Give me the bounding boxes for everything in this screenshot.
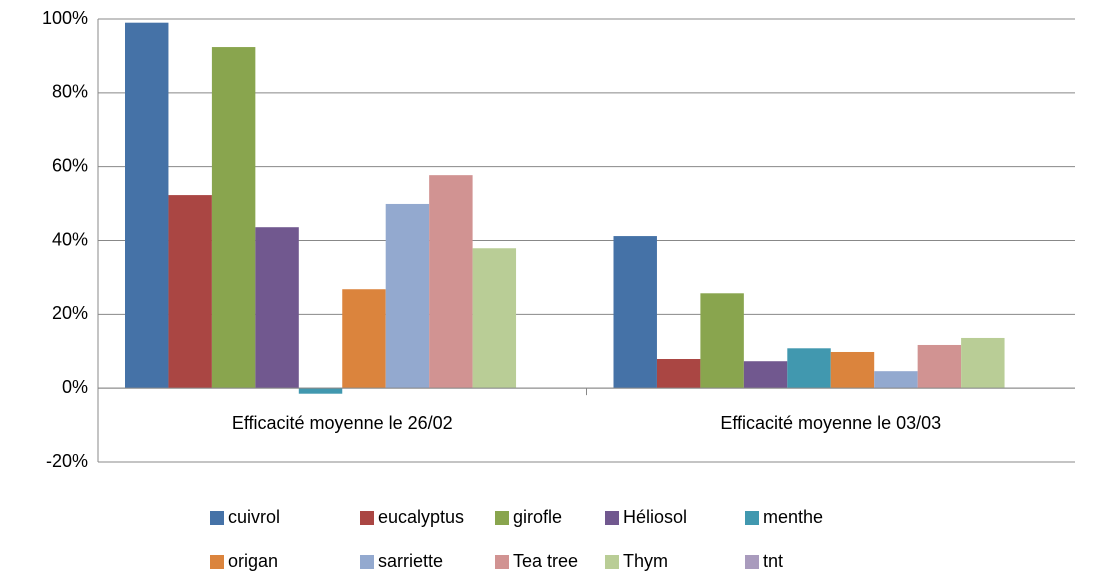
- y-tick-label: 80%: [52, 82, 88, 102]
- bar: [298, 388, 343, 394]
- bar: [255, 227, 299, 389]
- bar: [743, 361, 788, 389]
- bar: [700, 293, 744, 389]
- bar: [429, 175, 473, 389]
- bar: [211, 47, 256, 389]
- legend-swatch: [360, 511, 374, 525]
- bar: [830, 351, 875, 389]
- legend-swatch: [360, 555, 374, 569]
- legend-label: cuivrol: [228, 507, 280, 527]
- legend-swatch: [745, 555, 759, 569]
- legend-swatch: [495, 511, 509, 525]
- legend-label: girofle: [513, 507, 562, 527]
- legend-swatch: [210, 555, 224, 569]
- legend-swatch: [495, 555, 509, 569]
- bar: [961, 337, 1005, 389]
- bar: [125, 22, 169, 389]
- x-tick-label: Efficacité moyenne le 03/03: [720, 413, 941, 433]
- bar: [472, 248, 517, 389]
- legend-label: sarriette: [378, 551, 443, 571]
- bar: [385, 203, 430, 389]
- bar: [874, 371, 918, 389]
- legend-swatch: [605, 511, 619, 525]
- bar: [342, 289, 386, 389]
- legend-label: menthe: [763, 507, 823, 527]
- legend-label: eucalyptus: [378, 507, 464, 527]
- legend-label: Héliosol: [623, 507, 687, 527]
- legend-swatch: [210, 511, 224, 525]
- legend-label: Thym: [623, 551, 668, 571]
- y-tick-label: 0%: [62, 377, 88, 397]
- y-tick-label: -20%: [46, 451, 88, 471]
- y-tick-label: 40%: [52, 229, 88, 249]
- legend-swatch: [605, 555, 619, 569]
- bar: [168, 195, 212, 389]
- bar: [787, 348, 831, 389]
- y-tick-label: 100%: [42, 8, 88, 28]
- legend-label: tnt: [763, 551, 783, 571]
- bar: [613, 236, 657, 389]
- bar: [917, 344, 962, 389]
- legend-label: origan: [228, 551, 278, 571]
- legend-label: Tea tree: [513, 551, 578, 571]
- x-tick-label: Efficacité moyenne le 26/02: [232, 413, 453, 433]
- legend-swatch: [745, 511, 759, 525]
- bar: [656, 359, 701, 389]
- y-tick-label: 60%: [52, 155, 88, 175]
- y-tick-label: 20%: [52, 303, 88, 323]
